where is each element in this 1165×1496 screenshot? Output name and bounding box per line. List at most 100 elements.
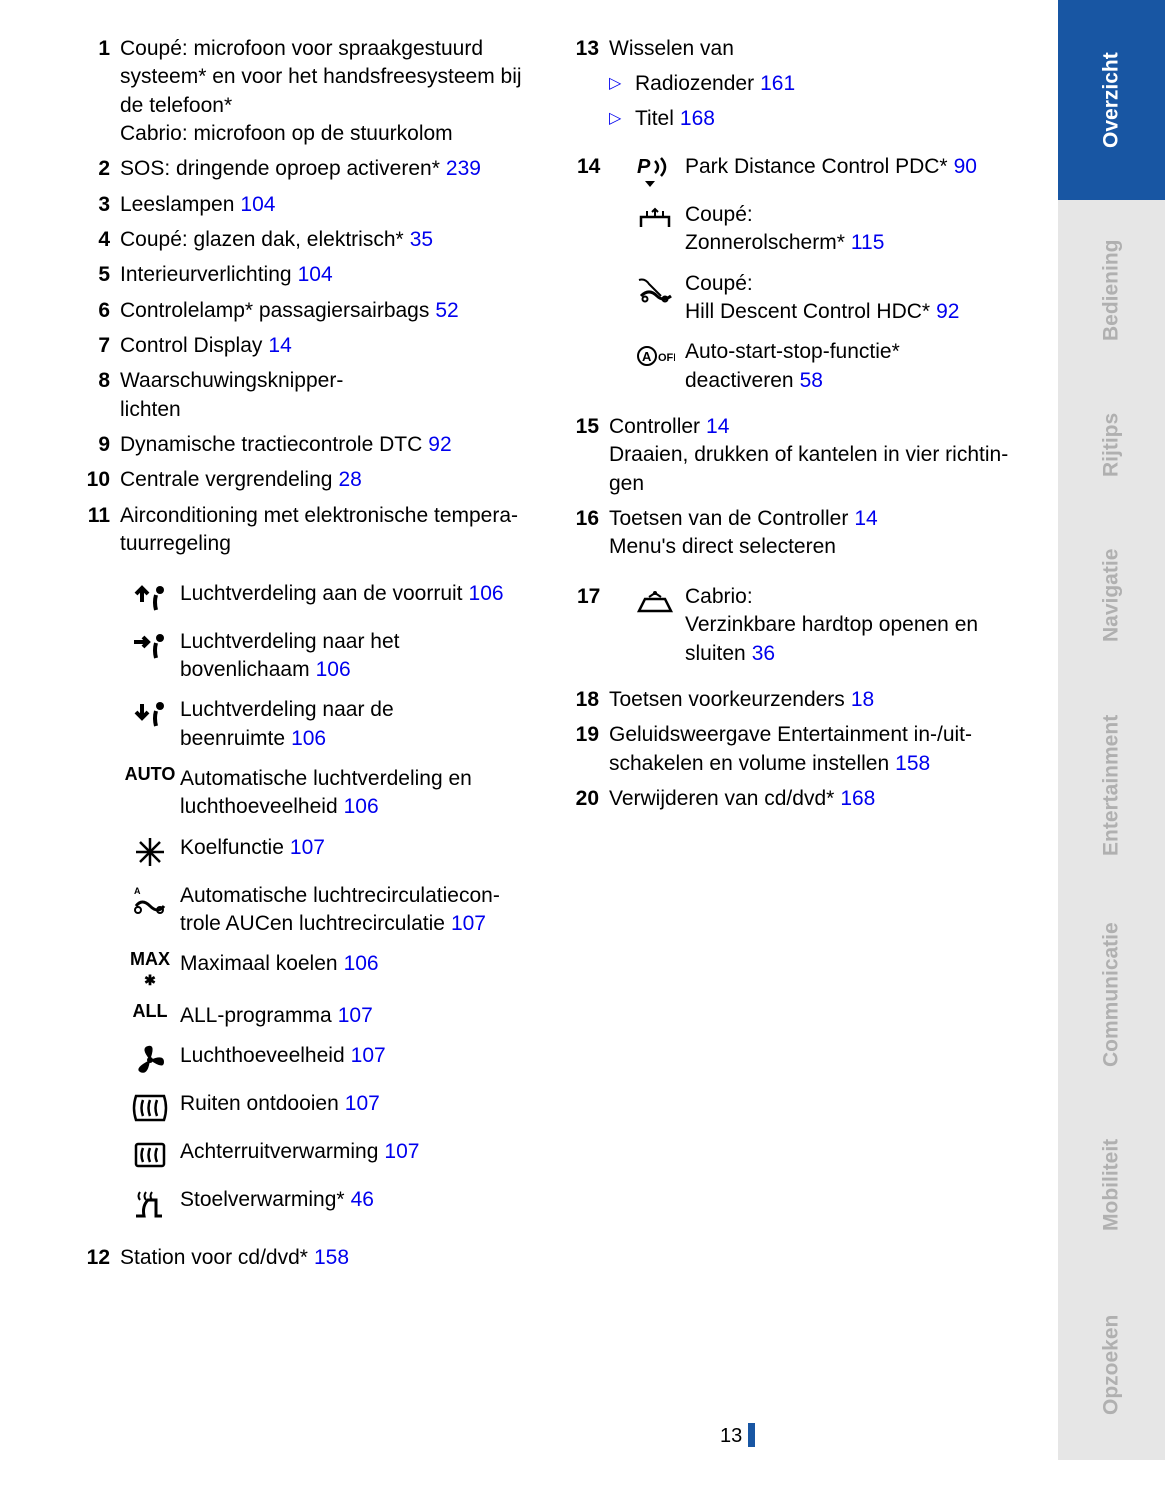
bullet-item: ▷Titel168 — [569, 105, 1028, 133]
page-reference[interactable]: 28 — [338, 468, 361, 491]
bullet-item: ▷Radiozender161 — [569, 70, 1028, 98]
page-reference[interactable]: 14 — [706, 415, 729, 438]
page-reference[interactable]: 104 — [240, 193, 275, 216]
air_mid-icon — [120, 628, 180, 664]
page-reference[interactable]: 115 — [851, 231, 884, 254]
page-reference[interactable]: 107 — [338, 1004, 373, 1027]
page-reference[interactable]: 106 — [344, 952, 379, 975]
item-3: 3Leeslampen104 — [80, 191, 539, 219]
svg-text:A: A — [642, 349, 652, 364]
page-body: 1Coupé: microfoon voor spraakgestuurd sy… — [0, 0, 1058, 1280]
svg-text:A: A — [134, 886, 141, 896]
icon-row: Luchtverdeling naar de beenruimte106 — [80, 696, 539, 753]
page-reference[interactable]: 90 — [954, 155, 977, 178]
page-reference[interactable]: 107 — [345, 1092, 380, 1115]
item-1: 1Coupé: microfoon voor spraakgestuurd sy… — [80, 35, 539, 148]
item-6: 6Controlelamp* passagiersairbags52 — [80, 297, 539, 325]
icon-row: Achterruitverwarming107 — [80, 1138, 539, 1174]
icon-row: ALLALL-programma107 — [80, 1002, 539, 1030]
side-tab-bediening[interactable]: Bediening — [1058, 200, 1165, 380]
side-tab-mobiliteit[interactable]: Mobiliteit — [1058, 1100, 1165, 1270]
icon-row: Coupé:Hill Descent Control HDC*92 — [625, 270, 1028, 327]
item-15: 15Controller14Draaien, drukken of kantel… — [569, 413, 1028, 498]
icon-row: AUTOAutomatische luchtverdeling en lucht… — [80, 765, 539, 822]
left-column: 1Coupé: microfoon voor spraakgestuurd sy… — [80, 35, 539, 1280]
icon-row: Coupé:Zonnerolscherm*115 — [625, 201, 1028, 258]
icon-row: Koelfunctie107 — [80, 834, 539, 870]
seat_heat-icon — [120, 1186, 180, 1222]
svg-text:OFF: OFF — [658, 352, 675, 364]
item-5: 5Interieurverlichting104 — [80, 261, 539, 289]
page-reference[interactable]: 158 — [314, 1246, 349, 1269]
page-reference[interactable]: 158 — [895, 752, 930, 775]
air_up-icon — [120, 580, 180, 616]
icon-row: AOFFAuto-start-stop-functie*deactiveren5… — [625, 338, 1028, 395]
page-reference[interactable]: 18 — [851, 688, 874, 711]
page-reference[interactable]: 106 — [469, 582, 504, 605]
page-reference[interactable]: 92 — [936, 300, 959, 323]
page-reference[interactable]: 107 — [290, 836, 325, 859]
icon-row: Ruiten ontdooien107 — [80, 1090, 539, 1126]
item-20: 20Verwijderen van cd/dvd*168 — [569, 785, 1028, 813]
item-2: 2SOS: dringende oproep activeren*239 — [80, 155, 539, 183]
icon-row: Stoelverwarming*46 — [80, 1186, 539, 1222]
page-reference[interactable]: 52 — [435, 299, 458, 322]
item-10: 10Centrale vergrendeling28 — [80, 466, 539, 494]
page-reference[interactable]: 239 — [446, 157, 481, 180]
item-11: 11Airconditioning met elektronische temp… — [80, 502, 539, 559]
item-7: 7Control Display14 — [80, 332, 539, 360]
page-reference[interactable]: 107 — [384, 1140, 419, 1163]
svg-text:P: P — [637, 156, 651, 178]
page-reference[interactable]: 36 — [752, 642, 775, 665]
icon-row: MAX✱Maximaal koelen106 — [80, 950, 539, 990]
page-reference[interactable]: 46 — [351, 1188, 374, 1211]
sunroof-icon — [625, 201, 685, 237]
defrost_front-icon — [120, 1090, 180, 1126]
defrost_rear-icon — [120, 1138, 180, 1174]
page-reference[interactable]: 14 — [268, 334, 291, 357]
item-16: 16Toetsen van de Controller14Menu's dire… — [569, 505, 1028, 562]
aoff-icon: A OFF — [625, 338, 685, 374]
hdc-icon — [625, 270, 685, 306]
snow-icon — [120, 834, 180, 870]
page-reference[interactable]: 107 — [351, 1044, 386, 1067]
side-tab-entertainment[interactable]: Entertainment — [1058, 680, 1165, 890]
page-reference[interactable]: 106 — [344, 795, 379, 818]
page-reference[interactable]: 168 — [840, 787, 875, 810]
page-reference[interactable]: 106 — [316, 658, 351, 681]
item-18: 18Toetsen voorkeurzenders18 — [569, 686, 1028, 714]
item-8: 8Waarschuwingsknipper-lichten — [80, 367, 539, 424]
hardtop-icon — [625, 583, 685, 619]
side-tab-overzicht[interactable]: Overzicht — [1058, 0, 1165, 200]
side-tab-navigatie[interactable]: Navigatie — [1058, 510, 1165, 680]
side-tab-opzoeken[interactable]: Opzoeken — [1058, 1270, 1165, 1460]
page-reference[interactable]: 58 — [800, 369, 823, 392]
page-reference[interactable]: 161 — [760, 72, 795, 95]
page-reference[interactable]: 107 — [451, 912, 486, 935]
item-12: 12Station voor cd/dvd*158 — [80, 1244, 539, 1272]
right-column: 13Wisselen van ▷Radiozender161 ▷Titel168 14… — [569, 35, 1028, 1280]
side-tab-communicatie[interactable]: Communicatie — [1058, 890, 1165, 1100]
side-tab-rijtips[interactable]: Rijtips — [1058, 380, 1165, 510]
item-17: 17Cabrio:Verzinkbare hardtop openen en s… — [569, 583, 1028, 668]
page-reference[interactable]: 14 — [854, 507, 877, 530]
item-4: 4Coupé: glazen dak, elektrisch*35 — [80, 226, 539, 254]
item-14: 14PPark Distance Control PDC*90 — [569, 153, 1028, 189]
icon-row: Luchtverdeling aan de voorruit106 — [80, 580, 539, 616]
icon-row: Luchtverdeling naar het bovenlichaam106 — [80, 628, 539, 685]
icon-row: Luchthoeveelheid107 — [80, 1042, 539, 1078]
icon-row: AAutomatische luchtrecirculatiecon-trole… — [80, 882, 539, 939]
page-reference[interactable]: 92 — [428, 433, 451, 456]
page-reference[interactable]: 106 — [291, 727, 326, 750]
page-reference[interactable]: 35 — [410, 228, 433, 251]
page-reference[interactable]: 104 — [298, 263, 333, 286]
side-navigation-tabs: OverzichtBedieningRijtipsNavigatieEntert… — [1058, 0, 1165, 1496]
auc-icon: A — [120, 882, 180, 918]
fan-icon — [120, 1042, 180, 1078]
page-number: 13 — [720, 1423, 755, 1448]
item-19: 19Geluidsweergave Entertainment in-/uit-… — [569, 721, 1028, 778]
page-reference[interactable]: 168 — [680, 107, 715, 130]
item-13: 13Wisselen van — [569, 35, 1028, 63]
pdc-icon: P — [625, 153, 685, 189]
air_down-icon — [120, 696, 180, 732]
